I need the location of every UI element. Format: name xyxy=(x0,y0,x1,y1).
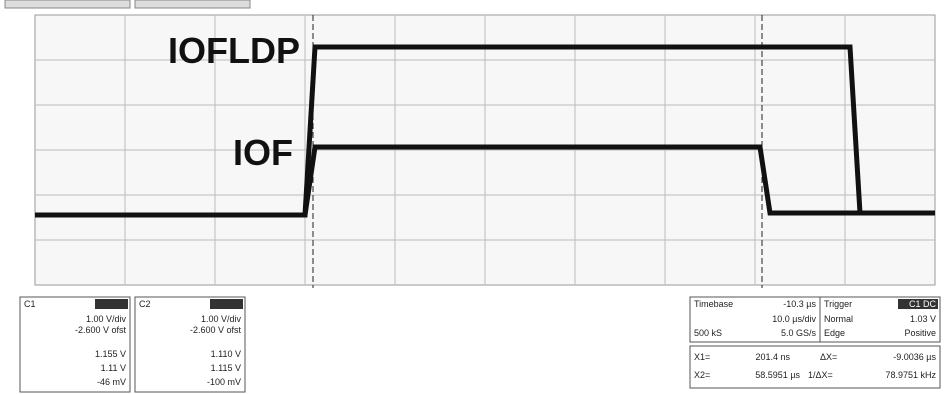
trigger-source: C1 DC xyxy=(909,299,937,309)
scope-display: IOFLDP IOF C1 1.00 V/div -2.600 V ofst 1… xyxy=(0,0,944,394)
timebase-panel: Timebase -10.3 µs 10.0 µs/div 500 kS 5.0… xyxy=(690,297,820,342)
channel-panel: C2 1.00 V/div -2.600 V ofst 1.110 V 1.11… xyxy=(135,297,245,392)
reading: -100 mV xyxy=(207,377,241,387)
reading: 1.115 V xyxy=(211,363,241,373)
trigger-mode: Normal xyxy=(824,314,853,324)
scope-screen: IOFLDP IOF C1 1.00 V/div -2.600 V ofst 1… xyxy=(0,0,944,394)
channel-name: C1 xyxy=(24,299,36,309)
reading: -46 mV xyxy=(97,377,126,387)
cursor-label: 1/ΔX= xyxy=(808,370,833,380)
timebase-scale: 10.0 µs/div xyxy=(772,314,816,324)
panel-title: Trigger xyxy=(824,299,852,309)
channel-offset: -2.600 V ofst xyxy=(190,325,242,335)
channel-name: C2 xyxy=(139,299,151,309)
timebase-delay: -10.3 µs xyxy=(783,299,816,309)
reading: 1.155 V xyxy=(95,349,126,359)
timebase-rate: 5.0 GS/s xyxy=(781,328,817,338)
menu-button[interactable] xyxy=(135,0,250,8)
channel-scale: 1.00 V/div xyxy=(86,314,127,324)
reading: 1.110 V xyxy=(211,349,241,359)
channel-offset: -2.600 V ofst xyxy=(75,325,127,335)
cursor-value: 58.5951 µs xyxy=(755,370,800,380)
trigger-panel: Trigger C1 DC Normal 1.03 V Edge Positiv… xyxy=(820,297,940,342)
timebase-points: 500 kS xyxy=(694,328,722,338)
channel-scale: 1.00 V/div xyxy=(201,314,242,324)
trigger-level: 1.03 V xyxy=(910,314,936,324)
cursor-value: 78.9751 kHz xyxy=(885,370,936,380)
trigger-type: Edge xyxy=(824,328,845,338)
cursor-label: ΔX= xyxy=(820,352,837,362)
cursor-label: X1= xyxy=(694,352,710,362)
reading: 1.11 V xyxy=(101,363,126,373)
signal-label: IOFLDP xyxy=(168,30,300,71)
cursor-value: 201.4 ns xyxy=(755,352,790,362)
trigger-slope: Positive xyxy=(904,328,936,338)
cursor-value: -9.0036 µs xyxy=(893,352,936,362)
channel-panel: C1 1.00 V/div -2.600 V ofst 1.155 V 1.11… xyxy=(20,297,130,392)
cursor-label: X2= xyxy=(694,370,710,380)
cursor-panel: X1= 201.4 ns ΔX= -9.0036 µs X2= 58.5951 … xyxy=(690,346,940,388)
signal-label: IOF xyxy=(233,132,293,173)
panel-title: Timebase xyxy=(694,299,733,309)
menu-button[interactable] xyxy=(5,0,130,8)
